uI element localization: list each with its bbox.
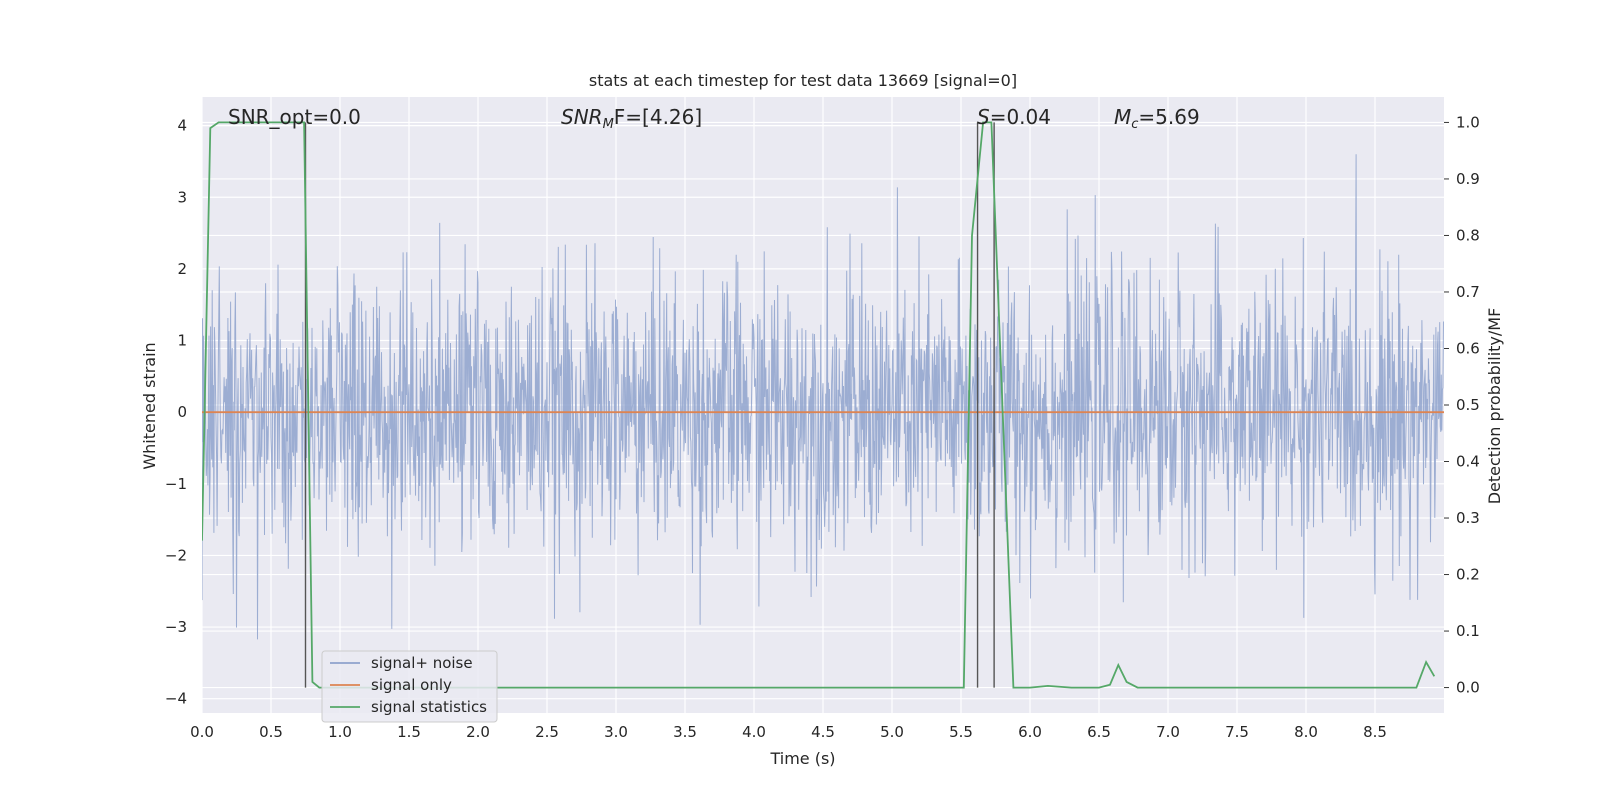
annotation-snr-opt: SNR_opt=0.0 — [228, 105, 361, 129]
right-y-axis-ticks: 1.0 0.9 0.8 0.7 0.6 0.5 0.4 0.3 0.2 0.1 0.0 — [1444, 113, 1480, 697]
right-y-tick-label: 0.0 — [1456, 679, 1480, 697]
annotation-snr-mf: SNRMF=[4.26] — [561, 105, 702, 132]
plot-area — [201, 97, 1444, 713]
chart-title: stats at each timestep for test data 136… — [589, 71, 1017, 90]
right-y-tick-label: 0.7 — [1456, 283, 1480, 301]
right-y-tick-label: 0.9 — [1456, 170, 1480, 188]
left-y-tick-label: −2 — [165, 546, 187, 564]
x-tick-label: 7.0 — [1156, 723, 1180, 741]
signal-statistics-series — [202, 121, 1436, 689]
x-tick-label: 4.0 — [742, 723, 766, 741]
right-y-tick-label: 0.1 — [1456, 622, 1480, 640]
right-y-tick-label: 0.8 — [1456, 226, 1480, 244]
left-y-tick-label: 4 — [177, 117, 187, 135]
x-tick-label: 8.5 — [1363, 723, 1387, 741]
right-y-tick-label: 0.5 — [1456, 396, 1480, 414]
noise-trace — [202, 154, 1444, 640]
right-y-tick-label: 0.4 — [1456, 453, 1480, 471]
x-tick-label: 1.0 — [328, 723, 352, 741]
left-y-tick-label: 1 — [177, 332, 187, 350]
annotation-snr-mf-prefix: SNR — [561, 105, 603, 129]
right-y-tick-label: 0.3 — [1456, 509, 1480, 527]
x-tick-label: 0.0 — [190, 723, 214, 741]
x-tick-label: 8.0 — [1294, 723, 1318, 741]
annotation-mc-val: =5.69 — [1138, 105, 1199, 129]
noise-series — [202, 154, 1444, 640]
right-y-tick-label: 0.6 — [1456, 339, 1480, 357]
x-tick-label: 6.5 — [1087, 723, 1111, 741]
x-tick-label: 2.5 — [535, 723, 559, 741]
left-y-tick-label: −3 — [165, 618, 187, 636]
x-tick-label: 1.5 — [397, 723, 421, 741]
x-tick-label: 7.5 — [1225, 723, 1249, 741]
left-y-tick-label: 0 — [177, 403, 187, 421]
annotation-s-stat: S=0.04 — [977, 105, 1051, 129]
legend-box — [321, 650, 498, 723]
x-tick-label: 5.0 — [880, 723, 904, 741]
right-y-axis-label: Detection probability/MF — [1485, 308, 1504, 505]
legend: signal+ noise signal only signal statist… — [321, 650, 498, 723]
left-y-axis-label: Whitened strain — [140, 342, 159, 469]
x-tick-label: 2.0 — [466, 723, 490, 741]
annotation-mc-sym: M — [1114, 105, 1131, 129]
x-axis-ticks: 0.0 0.5 1.0 1.5 2.0 2.5 3.0 3.5 4.0 4.5 5.0 5.5 6.0 6… — [190, 723, 1387, 741]
annotation-s-sym: S — [977, 105, 990, 129]
x-tick-label: 0.5 — [259, 723, 283, 741]
left-y-tick-label: 3 — [177, 188, 187, 206]
x-tick-label: 4.5 — [811, 723, 835, 741]
left-y-tick-label: −1 — [165, 475, 187, 493]
annotation-snr-mf-sub: M — [603, 117, 614, 132]
annotation-mc: Mc=5.69 — [1114, 105, 1200, 132]
left-y-tick-label: −4 — [165, 690, 187, 708]
x-axis-label: Time (s) — [769, 749, 835, 768]
annotation-s-val: =0.04 — [990, 105, 1051, 129]
left-y-tick-label: 2 — [177, 260, 187, 278]
legend-label-signal-only: signal only — [371, 676, 452, 694]
annotation-snr-mf-suffix: F=[4.26] — [614, 105, 702, 129]
left-y-axis-ticks: 4 3 2 1 0 −1 −2 −3 −4 — [165, 117, 187, 708]
x-tick-label: 6.0 — [1018, 723, 1042, 741]
x-tick-label: 5.5 — [949, 723, 973, 741]
annotation-mc-sub: c — [1131, 117, 1138, 132]
right-y-tick-label: 1.0 — [1456, 113, 1480, 131]
right-y-tick-label: 0.2 — [1456, 566, 1480, 584]
x-tick-label: 3.0 — [604, 723, 628, 741]
legend-label-noise: signal+ noise — [371, 654, 473, 672]
legend-label-signal-statistics: signal statistics — [371, 698, 487, 716]
signal-statistics-trace — [202, 121, 1436, 689]
x-tick-label: 3.5 — [673, 723, 697, 741]
